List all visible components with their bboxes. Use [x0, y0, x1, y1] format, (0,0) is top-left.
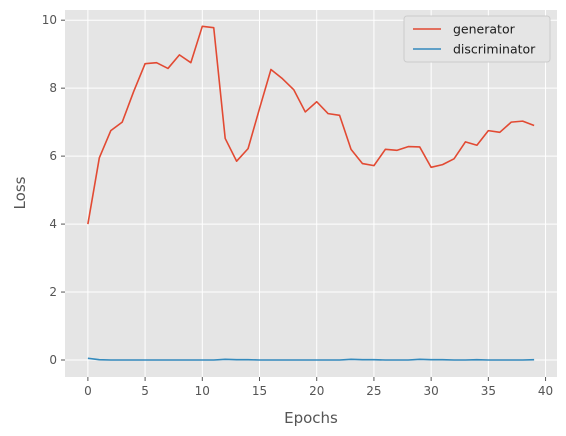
x-tick-label: 5 [141, 384, 149, 398]
x-tick-label: 15 [252, 384, 267, 398]
x-tick-label: 10 [195, 384, 210, 398]
y-tick-label: 4 [49, 217, 57, 231]
x-tick-label: 25 [366, 384, 381, 398]
tick-layer: 0 5 10 15 20 25 30 35 40 0 2 4 6 8 10 [42, 13, 553, 398]
plot-background [65, 10, 557, 377]
x-tick-label: 40 [538, 384, 553, 398]
series-line-generator [87, 25, 535, 225]
x-axis-label: Epochs [284, 409, 338, 427]
series-line-discriminator [87, 357, 535, 361]
series-layer [87, 25, 535, 361]
y-tick-label: 0 [49, 353, 57, 367]
y-axis-label: Loss [11, 176, 29, 209]
y-tick-label: 8 [49, 81, 57, 95]
x-tick-label: 30 [423, 384, 438, 398]
x-tick-label: 0 [84, 384, 92, 398]
x-tick-label: 20 [309, 384, 324, 398]
legend: generator discriminator [403, 15, 551, 63]
y-tick-label: 6 [49, 149, 57, 163]
x-tick-label: 35 [481, 384, 496, 398]
legend-label-generator: generator [453, 22, 516, 37]
y-tick-label: 10 [42, 13, 57, 27]
y-tick-label: 2 [49, 285, 57, 299]
grid [65, 10, 557, 377]
legend-box [403, 15, 551, 63]
legend-label-discriminator: discriminator [453, 42, 536, 57]
